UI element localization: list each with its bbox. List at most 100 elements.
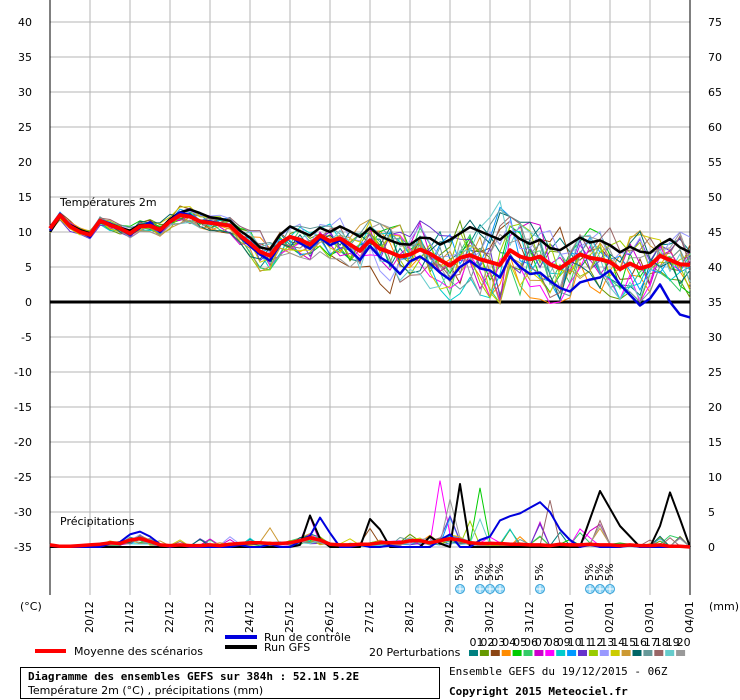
left-tick-label: -20 bbox=[14, 436, 32, 449]
perturbation-swatch bbox=[665, 650, 675, 656]
perturbation-swatch bbox=[523, 650, 533, 656]
axis-ticks: 4035302520151050-5-10-15-20-25-30-357570… bbox=[14, 16, 722, 633]
perturbation-swatch bbox=[632, 650, 642, 656]
x-tick-label: 30/12 bbox=[483, 601, 496, 633]
x-tick-label: 03/01 bbox=[643, 601, 656, 633]
perturbation-swatch bbox=[654, 650, 664, 656]
perturbation-swatch bbox=[479, 650, 489, 656]
snow-probability-label: 5% bbox=[483, 564, 496, 581]
perturbation-id-label: 12 bbox=[589, 636, 603, 649]
left-tick-label: 15 bbox=[18, 191, 32, 204]
perturbation-swatch bbox=[676, 650, 686, 656]
perturbation-swatch bbox=[545, 650, 555, 656]
perturbation-id-label: 17 bbox=[644, 636, 658, 649]
perturbation-swatch bbox=[610, 650, 620, 656]
snowflake-icon bbox=[485, 584, 495, 594]
perturbation-id-label: 07 bbox=[535, 636, 549, 649]
perturbation-id-label: 03 bbox=[491, 636, 505, 649]
right-tick-label: 30 bbox=[708, 331, 722, 344]
snowflake-icon bbox=[455, 584, 465, 594]
perturbation-id-label: 20 bbox=[677, 636, 691, 649]
perturbation-swatch bbox=[469, 650, 478, 656]
legend-perturbations-label: 20 Perturbations bbox=[369, 646, 461, 659]
snowflake-icon bbox=[605, 584, 615, 594]
perturbation-id-label: 15 bbox=[622, 636, 636, 649]
snowflake-icon bbox=[585, 584, 595, 594]
perturbation-swatch bbox=[588, 650, 598, 656]
snow-probability-label: 5% bbox=[533, 564, 546, 581]
right-tick-label: 0 bbox=[708, 541, 715, 554]
x-tick-label: 27/12 bbox=[363, 601, 376, 633]
snow-probability-label: 5% bbox=[603, 564, 616, 581]
mean-temp-line bbox=[48, 213, 691, 272]
perturbation-swatch bbox=[534, 650, 544, 656]
x-tick-label: 22/12 bbox=[163, 601, 176, 633]
temp-section-label: Températures 2m bbox=[59, 196, 157, 209]
perturbation-id-label: 04 bbox=[502, 636, 516, 649]
snowflake-icon bbox=[595, 584, 605, 594]
x-tick-label: 20/12 bbox=[83, 601, 96, 633]
perturbation-id-label: 16 bbox=[633, 636, 647, 649]
main-lines bbox=[48, 208, 691, 549]
perturbation-id-label: 13 bbox=[600, 636, 614, 649]
left-tick-label: -35 bbox=[14, 541, 32, 554]
x-tick-label: 31/12 bbox=[523, 601, 536, 633]
left-tick-label: 10 bbox=[18, 226, 32, 239]
x-tick-label: 23/12 bbox=[203, 601, 216, 633]
footer-title: Diagramme des ensembles GEFS sur 384h : … bbox=[28, 670, 359, 683]
snow-probability-label: 5% bbox=[473, 564, 486, 581]
perturbation-id-label: 09 bbox=[557, 636, 571, 649]
left-tick-label: 25 bbox=[18, 121, 32, 134]
legend-control-label: Run de contrôle bbox=[264, 631, 351, 644]
perturbation-id-label: 05 bbox=[513, 636, 527, 649]
right-tick-label: 20 bbox=[708, 401, 722, 414]
perturbation-id-label: 01 bbox=[470, 636, 484, 649]
right-tick-label: 50 bbox=[708, 191, 722, 204]
snowflake-icon bbox=[475, 584, 485, 594]
right-tick-label: 25 bbox=[708, 366, 722, 379]
perturbation-id-label: 06 bbox=[524, 636, 538, 649]
right-tick-label: 15 bbox=[708, 436, 722, 449]
right-tick-label: 70 bbox=[708, 51, 722, 64]
perturbation-id-label: 08 bbox=[546, 636, 560, 649]
footer-copyright: Copyright 2015 Meteociel.fr bbox=[449, 685, 628, 698]
x-tick-label: 29/12 bbox=[443, 601, 456, 633]
footer-info-box bbox=[20, 667, 440, 699]
snowflake-icon bbox=[495, 584, 505, 594]
right-axis-unit: (mm) bbox=[709, 600, 739, 613]
perturbation-swatch bbox=[556, 650, 566, 656]
right-tick-label: 75 bbox=[708, 16, 722, 29]
perturbation-swatch bbox=[512, 650, 522, 656]
x-tick-label: 28/12 bbox=[403, 601, 416, 633]
right-tick-label: 60 bbox=[708, 121, 722, 134]
perturbation-id-label: 11 bbox=[579, 636, 593, 649]
perturbation-swatch bbox=[578, 650, 587, 656]
perturbation-temp-line bbox=[49, 210, 691, 300]
left-tick-label: -30 bbox=[14, 506, 32, 519]
perturbation-id-label: 18 bbox=[655, 636, 669, 649]
legend: Moyenne des scénarios Run de contrôle Ru… bbox=[35, 631, 691, 659]
right-tick-label: 5 bbox=[708, 506, 715, 519]
perturbation-id-label: 19 bbox=[666, 636, 680, 649]
left-tick-label: -5 bbox=[21, 331, 32, 344]
perturbation-id-label: 02 bbox=[480, 636, 494, 649]
left-axis-unit: (°C) bbox=[20, 600, 42, 613]
left-tick-label: 20 bbox=[18, 156, 32, 169]
left-tick-label: 30 bbox=[18, 86, 32, 99]
perturbation-swatch bbox=[490, 650, 500, 656]
gfs-precip-line bbox=[50, 483, 691, 548]
snow-probability-label: 5% bbox=[593, 564, 606, 581]
chart-grid bbox=[49, 0, 691, 595]
perturbation-swatch bbox=[643, 650, 653, 656]
left-tick-label: -10 bbox=[14, 366, 32, 379]
snow-probability-label: 5% bbox=[583, 564, 596, 581]
x-tick-label: 26/12 bbox=[323, 601, 336, 633]
x-tick-label: 24/12 bbox=[243, 601, 256, 633]
x-tick-label: 02/01 bbox=[603, 601, 616, 633]
left-tick-label: -15 bbox=[14, 401, 32, 414]
left-tick-label: 5 bbox=[25, 261, 32, 274]
left-tick-label: 40 bbox=[18, 16, 32, 29]
x-tick-label: 01/01 bbox=[563, 601, 576, 633]
perturbation-swatch bbox=[599, 650, 609, 656]
